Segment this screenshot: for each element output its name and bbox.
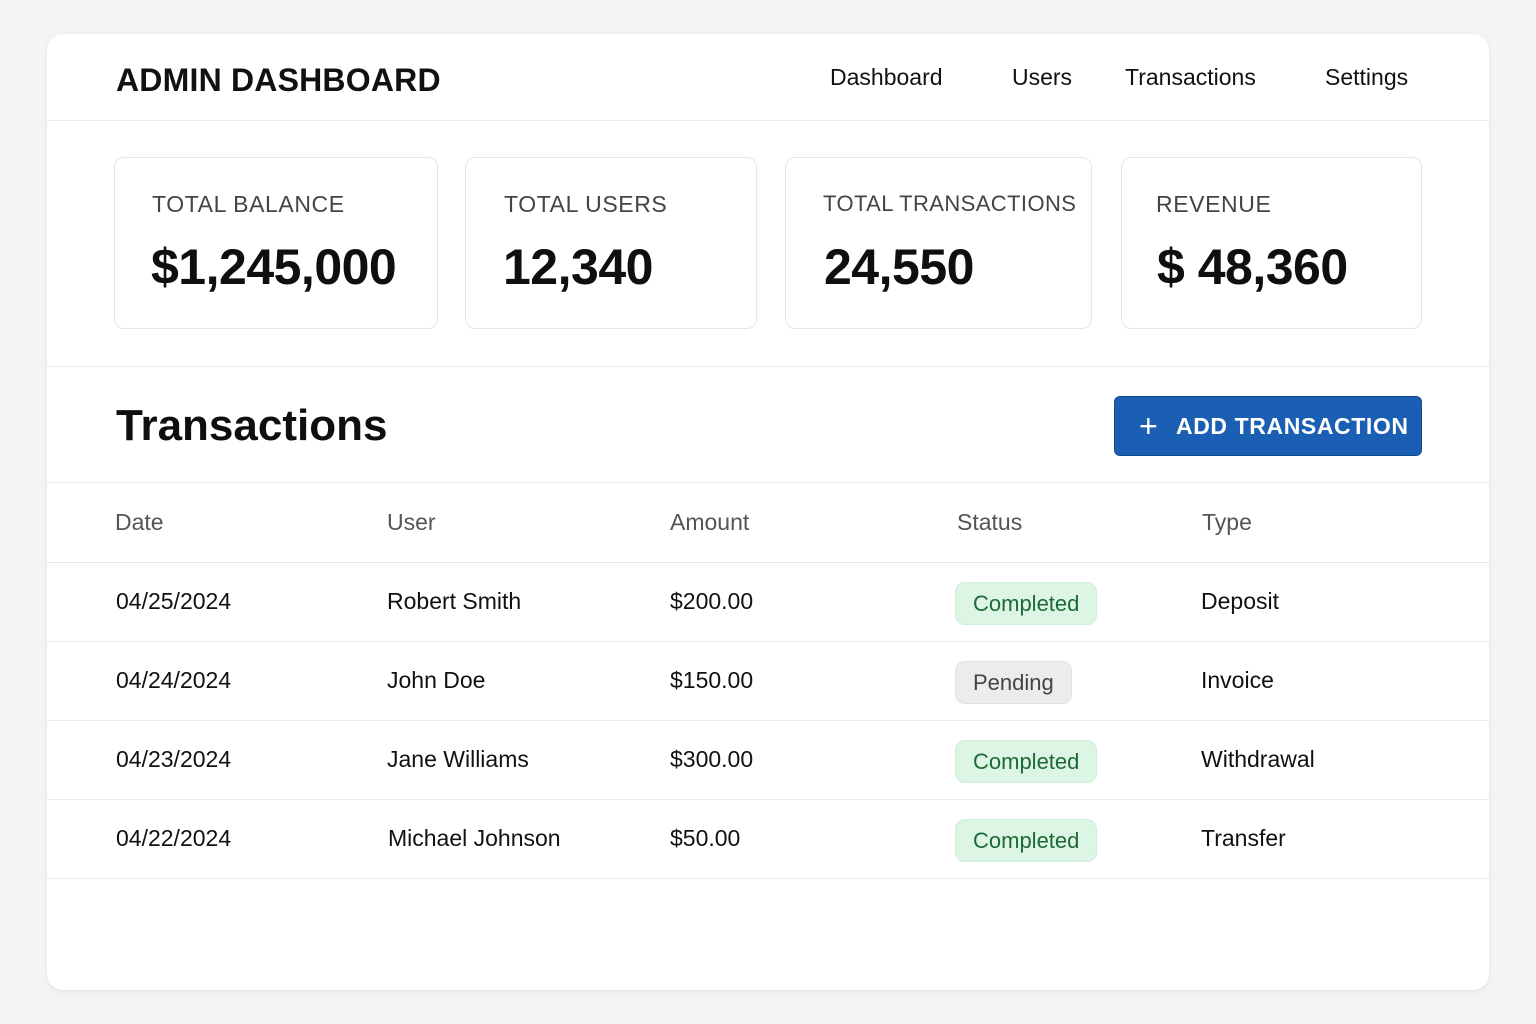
status-badge: Completed <box>955 740 1098 783</box>
stat-label: TOTAL USERS <box>504 191 668 217</box>
cell-amount: $50.00 <box>670 825 741 851</box>
nav-transactions[interactable]: Transactions <box>1125 64 1256 90</box>
status-badge: Completed <box>955 582 1098 625</box>
column-header-type[interactable]: Type <box>1202 509 1252 535</box>
cell-user: Michael Johnson <box>388 825 561 851</box>
cell-type: Transfer <box>1201 825 1286 851</box>
table-row[interactable]: 04/23/2024 Jane Williams $300.00 Complet… <box>47 721 1489 800</box>
plus-icon: + <box>1139 408 1158 444</box>
section-title: Transactions <box>116 401 388 450</box>
stat-value: $ 48,360 <box>1157 239 1348 295</box>
add-transaction-button[interactable]: + ADD TRANSACTION <box>1114 396 1422 456</box>
stat-card-total-balance: TOTAL BALANCE $1,245,000 <box>114 157 438 329</box>
nav-dashboard[interactable]: Dashboard <box>830 64 943 90</box>
dashboard-panel: ADMIN DASHBOARD Dashboard Users Transact… <box>47 34 1489 990</box>
cell-amount: $150.00 <box>670 667 754 693</box>
stat-card-revenue: REVENUE $ 48,360 <box>1121 157 1422 329</box>
cell-date: 04/23/2024 <box>116 746 232 772</box>
table-row[interactable]: 04/25/2024 Robert Smith $200.00 Complete… <box>47 563 1489 642</box>
table-header-row: Date User Amount Status Type <box>47 483 1489 563</box>
cell-type: Invoice <box>1201 667 1274 693</box>
cell-amount: $300.00 <box>670 746 754 772</box>
nav-settings[interactable]: Settings <box>1325 64 1409 90</box>
nav-users[interactable]: Users <box>1012 64 1073 90</box>
status-badge: Pending <box>955 661 1072 704</box>
cell-type: Deposit <box>1201 588 1279 614</box>
cell-type: Withdrawal <box>1201 746 1315 772</box>
cell-user: John Doe <box>387 667 486 693</box>
table-row[interactable]: 04/22/2024 Michael Johnson $50.00 Comple… <box>47 800 1489 879</box>
column-header-status[interactable]: Status <box>957 509 1023 535</box>
column-header-user[interactable]: User <box>387 509 436 535</box>
column-header-date[interactable]: Date <box>115 509 164 535</box>
top-header: ADMIN DASHBOARD Dashboard Users Transact… <box>47 34 1489 121</box>
cell-user: Jane Williams <box>387 746 529 772</box>
stat-card-total-users: TOTAL USERS 12,340 <box>465 157 757 329</box>
transactions-header: Transactions + ADD TRANSACTION <box>47 366 1489 483</box>
app-title: ADMIN DASHBOARD <box>116 62 441 98</box>
stat-label: REVENUE <box>1156 191 1272 217</box>
cell-date: 04/24/2024 <box>116 667 232 693</box>
cell-date: 04/25/2024 <box>116 588 232 614</box>
stat-label: TOTAL TRANSACTIONS <box>823 191 1077 216</box>
cell-amount: $200.00 <box>670 588 754 614</box>
cell-date: 04/22/2024 <box>116 825 232 851</box>
stats-row: TOTAL BALANCE $1,245,000 TOTAL USERS 12,… <box>47 120 1489 367</box>
add-transaction-label: ADD TRANSACTION <box>1176 413 1409 439</box>
status-badge: Completed <box>955 819 1098 862</box>
table-row[interactable]: 04/24/2024 John Doe $150.00 Pending Invo… <box>47 642 1489 721</box>
stat-card-total-transactions: TOTAL TRANSACTIONS 24,550 <box>785 157 1092 329</box>
transactions-table: Date User Amount Status Type 04/25/2024 … <box>47 483 1489 879</box>
stat-value: 12,340 <box>503 239 653 295</box>
stat-value: 24,550 <box>824 239 974 295</box>
column-header-amount[interactable]: Amount <box>670 509 750 535</box>
stat-value: $1,245,000 <box>151 239 397 295</box>
cell-user: Robert Smith <box>387 588 522 614</box>
stat-label: TOTAL BALANCE <box>152 191 345 217</box>
